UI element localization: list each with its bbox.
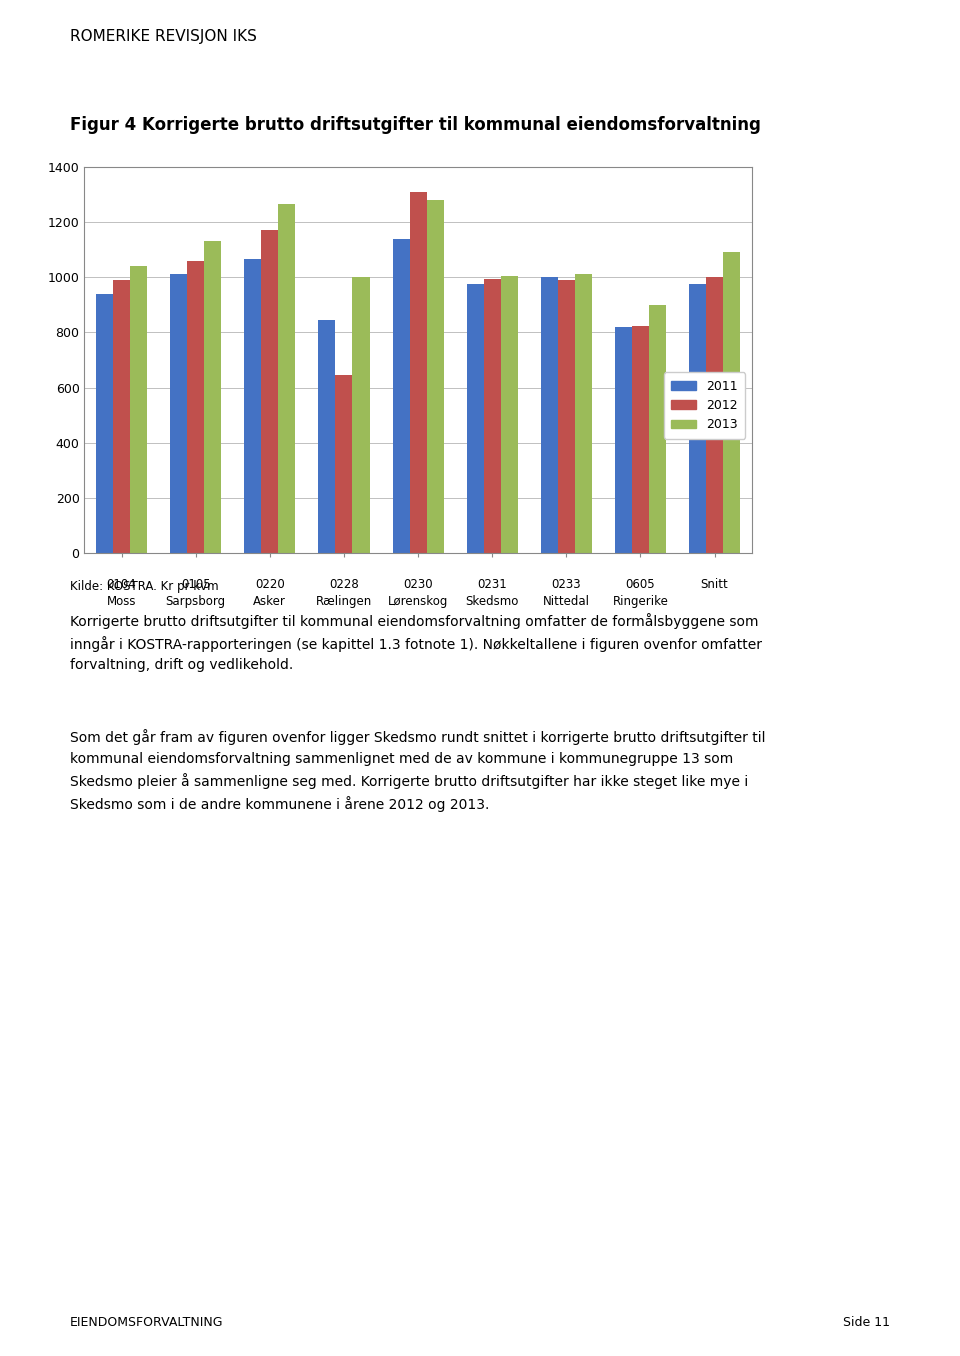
Bar	[393, 239, 410, 553]
Bar	[575, 274, 592, 553]
Bar	[113, 279, 130, 553]
Text: 0231: 0231	[477, 578, 507, 591]
Text: ROMERIKE REVISJON IKS: ROMERIKE REVISJON IKS	[70, 28, 257, 43]
Text: Korrigerte brutto driftsutgifter til kommunal eiendomsforvaltning omfatter de fo: Korrigerte brutto driftsutgifter til kom…	[70, 613, 762, 673]
Text: 0105: 0105	[180, 578, 210, 591]
Legend: 2011, 2012, 2013: 2011, 2012, 2013	[663, 373, 745, 439]
Bar	[410, 191, 426, 553]
Text: Moss: Moss	[107, 595, 136, 607]
Bar	[501, 275, 517, 553]
Bar	[244, 259, 261, 553]
Bar	[649, 305, 666, 553]
Bar	[261, 231, 278, 553]
Text: 0228: 0228	[329, 578, 359, 591]
Bar	[130, 266, 147, 553]
Bar	[723, 252, 740, 553]
Bar	[204, 241, 221, 553]
Bar	[689, 285, 707, 553]
Bar	[484, 278, 501, 553]
Text: EIENDOMSFORVALTNING: EIENDOMSFORVALTNING	[70, 1317, 224, 1329]
Bar	[278, 203, 296, 553]
Bar	[467, 285, 484, 553]
Text: Snitt: Snitt	[701, 578, 729, 591]
Text: 0104: 0104	[107, 578, 136, 591]
Text: 0233: 0233	[552, 578, 581, 591]
Bar	[632, 325, 649, 553]
Text: Som det går fram av figuren ovenfor ligger Skedsmo rundt snittet i korrigerte br: Som det går fram av figuren ovenfor ligg…	[70, 730, 765, 812]
Bar	[707, 277, 723, 553]
Bar	[187, 260, 204, 553]
Text: Side 11: Side 11	[843, 1317, 890, 1329]
Bar	[352, 277, 370, 553]
Bar	[335, 376, 352, 553]
Text: Sarpsborg: Sarpsborg	[166, 595, 226, 607]
Bar	[615, 327, 632, 553]
Text: Kilde: KOSTRA. Kr pr kvm: Kilde: KOSTRA. Kr pr kvm	[70, 580, 219, 594]
Bar	[558, 279, 575, 553]
Bar	[96, 294, 113, 553]
Text: Nittedal: Nittedal	[542, 595, 589, 607]
Text: Figur 4 Korrigerte brutto driftsutgifter til kommunal eiendomsforvaltning: Figur 4 Korrigerte brutto driftsutgifter…	[70, 117, 761, 134]
Bar	[540, 277, 558, 553]
Text: Asker: Asker	[253, 595, 286, 607]
Text: Ringerike: Ringerike	[612, 595, 668, 607]
Bar	[170, 274, 187, 553]
Bar	[319, 320, 335, 553]
Bar	[426, 199, 444, 553]
Text: Skedsmo: Skedsmo	[466, 595, 519, 607]
Text: 0605: 0605	[626, 578, 656, 591]
Text: Rælingen: Rælingen	[316, 595, 372, 607]
Text: 0230: 0230	[403, 578, 433, 591]
Text: 0220: 0220	[255, 578, 285, 591]
Text: Lørenskog: Lørenskog	[388, 595, 448, 607]
